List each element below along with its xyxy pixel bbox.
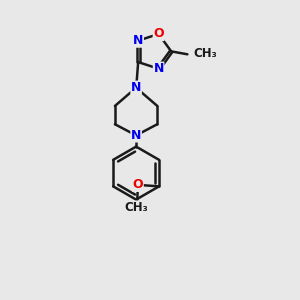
Text: N: N [153, 62, 164, 75]
Text: N: N [131, 81, 141, 94]
Text: CH₃: CH₃ [124, 201, 148, 214]
Text: O: O [133, 178, 143, 191]
Text: CH₃: CH₃ [194, 47, 218, 60]
Text: N: N [133, 34, 143, 47]
Text: N: N [131, 129, 141, 142]
Text: O: O [153, 28, 164, 40]
